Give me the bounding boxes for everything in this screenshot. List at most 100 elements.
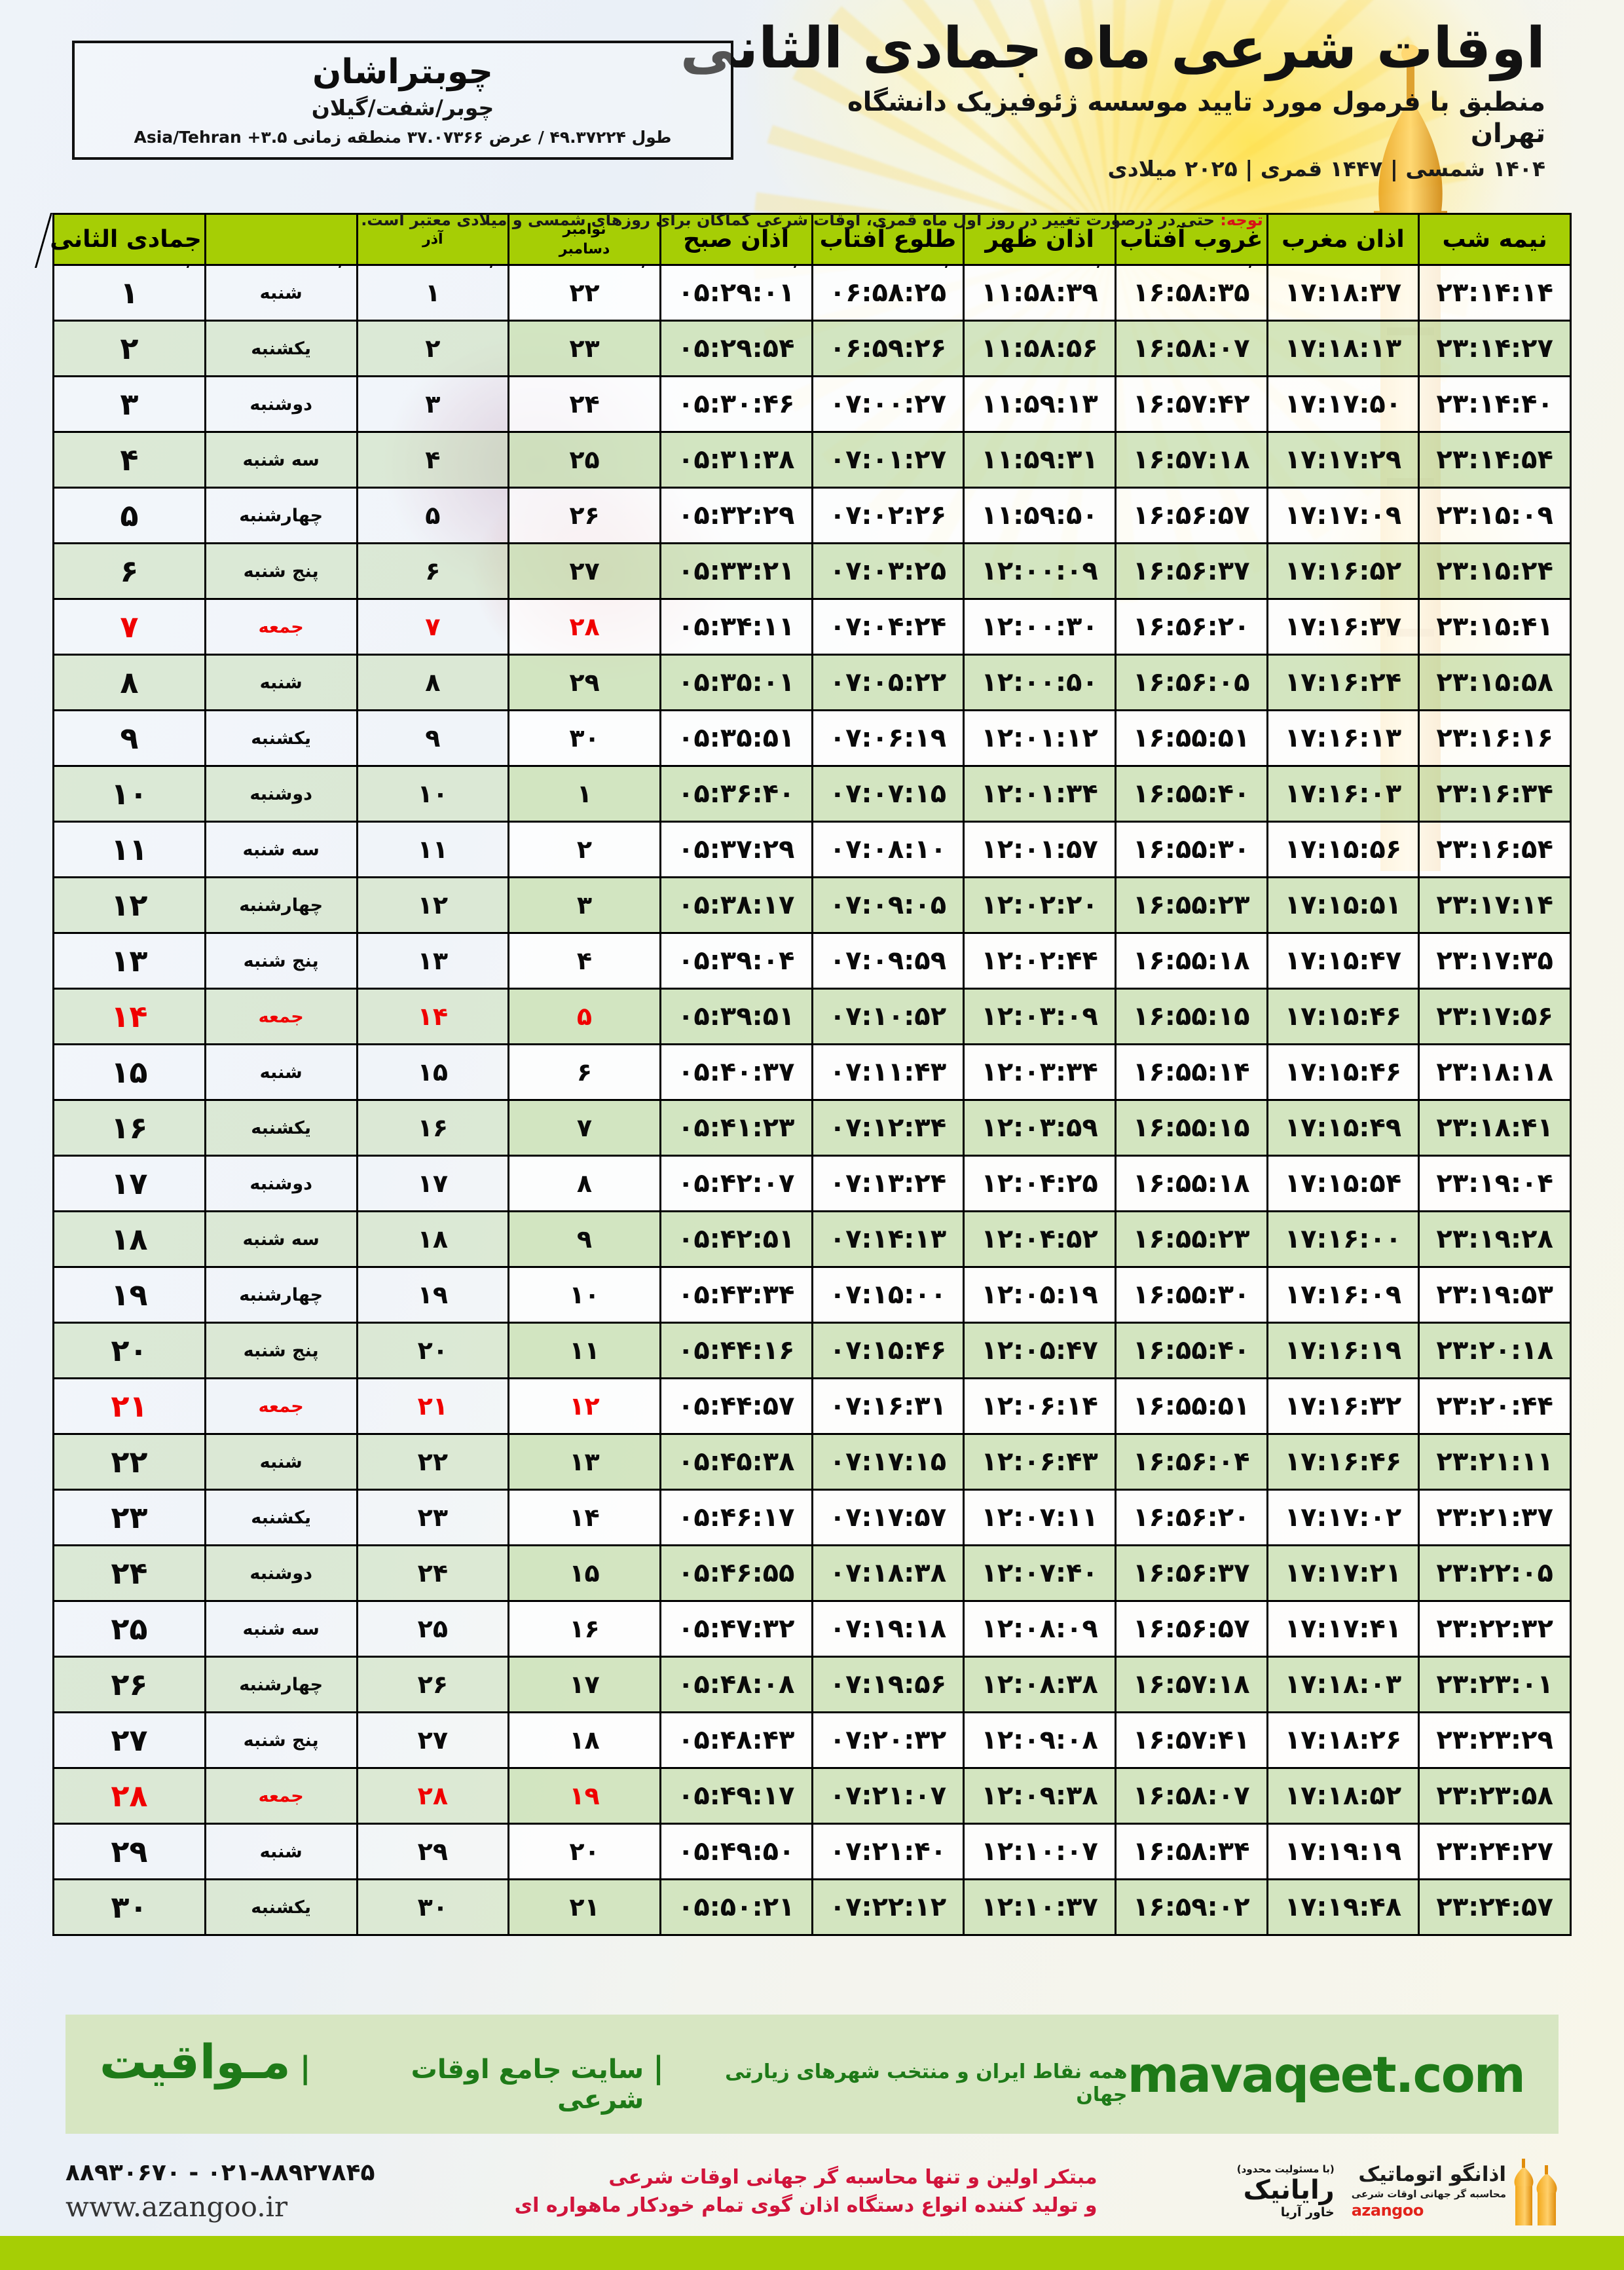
cell-azar: ۱۳ xyxy=(356,932,510,990)
cell-hijri-day: ۲۵ xyxy=(52,1600,206,1658)
cell-midnight: ۲۳:۲۱:۱۱ xyxy=(1418,1433,1572,1491)
cell-maghrib: ۱۷:۱۶:۵۲ xyxy=(1266,542,1420,600)
cell-dhuhr: ۱۱:۵۹:۵۰ xyxy=(963,487,1116,544)
cell-fajr: ۰۵:۴۸:۰۸ xyxy=(659,1656,813,1713)
cell-weekday: شنبه xyxy=(204,1433,358,1491)
cell-maghrib: ۱۷:۱۶:۲۴ xyxy=(1266,654,1420,711)
cell-hijri-day: ۳۰ xyxy=(52,1878,206,1936)
cell-dhuhr: ۱۲:۰۵:۱۹ xyxy=(963,1266,1116,1324)
cell-dhuhr: ۱۲:۰۳:۰۹ xyxy=(963,988,1116,1045)
cell-azar: ۲۳ xyxy=(356,1489,510,1546)
azangoo-text: اذانگو اتوماتیک محاسبه گر جهانی اوقات شر… xyxy=(1352,2163,1507,2219)
mavaqeet-logo[interactable]: mavaqeet.com xyxy=(1127,2045,1526,2104)
location-name: چوبتراشان xyxy=(312,52,494,92)
table-row: ۲۳:۱۸:۱۸ ۱۷:۱۵:۴۶ ۱۶:۵۵:۱۴ ۱۲:۰۳:۳۴ ۰۷:۱۱:۴۳… xyxy=(52,1043,1572,1101)
cell-midnight: ۲۳:۱۵:۲۴ xyxy=(1418,542,1572,600)
cell-maghrib: ۱۷:۱۶:۰۹ xyxy=(1266,1266,1420,1324)
cell-azar: ۱۰ xyxy=(356,765,510,823)
cell-azar: ۱۹ xyxy=(356,1266,510,1324)
cell-dhuhr: ۱۱:۵۹:۳۱ xyxy=(963,431,1116,489)
prayer-table-wrapper: نیمه شب اذان مغرب غروب آفتاب اذان ظهر طل… xyxy=(50,213,1572,1936)
cell-sunset: ۱۶:۵۵:۴۰ xyxy=(1114,1322,1268,1379)
cell-fajr: ۰۵:۴۴:۱۶ xyxy=(659,1322,813,1379)
cell-dhuhr: ۱۲:۰۲:۲۰ xyxy=(963,876,1116,934)
cell-sunrise: ۰۷:۲۱:۴۰ xyxy=(811,1823,965,1880)
cell-midnight: ۲۳:۱۹:۵۳ xyxy=(1418,1266,1572,1324)
cell-gregorian: ۱۰ xyxy=(507,1266,661,1324)
cell-sunrise: ۰۷:۰۲:۲۶ xyxy=(811,487,965,544)
page-title: اوقات شرعی ماه جمادی الثانی xyxy=(680,16,1546,81)
cell-azar: ۲۲ xyxy=(356,1433,510,1491)
location-coordinates: طول ۴۹.۳۷۲۲۴ / عرض ۳۷.۰۷۳۶۶ منطقه زمانی … xyxy=(134,127,672,147)
table-row: ۲۳:۱۵:۲۴ ۱۷:۱۶:۵۲ ۱۶:۵۶:۳۷ ۱۲:۰۰:۰۹ ۰۷:۰۳:۲۵… xyxy=(52,542,1572,600)
table-row: ۲۳:۲۳:۰۱ ۱۷:۱۸:۰۳ ۱۶:۵۷:۱۸ ۱۲:۰۸:۳۸ ۰۷:۱۹:۵۶… xyxy=(52,1656,1572,1713)
cell-weekday: جمعه xyxy=(204,598,358,656)
cell-midnight: ۲۳:۱۴:۱۴ xyxy=(1418,264,1572,322)
cell-sunrise: ۰۶:۵۹:۲۶ xyxy=(811,320,965,377)
cell-weekday: جمعه xyxy=(204,988,358,1045)
cell-fajr: ۰۵:۳۲:۲۹ xyxy=(659,487,813,544)
cell-dhuhr: ۱۲:۰۶:۱۴ xyxy=(963,1377,1116,1435)
cell-gregorian: ۲۲ xyxy=(507,264,661,322)
cell-weekday: پنج شنبه xyxy=(204,542,358,600)
cell-weekday: سه شنبه xyxy=(204,1600,358,1658)
cell-fajr: ۰۵:۳۳:۲۱ xyxy=(659,542,813,600)
cell-maghrib: ۱۷:۱۵:۵۶ xyxy=(1266,821,1420,878)
cell-hijri-day: ۲ xyxy=(52,320,206,377)
cell-dhuhr: ۱۱:۵۸:۵۶ xyxy=(963,320,1116,377)
cell-midnight: ۲۳:۱۷:۳۵ xyxy=(1418,932,1572,990)
cell-fajr: ۰۵:۴۵:۳۸ xyxy=(659,1433,813,1491)
cell-sunrise: ۰۷:۱۷:۱۵ xyxy=(811,1433,965,1491)
cell-fajr: ۰۵:۳۵:۰۱ xyxy=(659,654,813,711)
cell-weekday: شنبه xyxy=(204,1823,358,1880)
note-label: توجه: xyxy=(1220,211,1263,229)
cell-azar: ۹ xyxy=(356,709,510,767)
cell-dhuhr: ۱۲:۰۴:۲۵ xyxy=(963,1155,1116,1212)
cell-gregorian: ۱۷ xyxy=(507,1656,661,1713)
cell-dhuhr: ۱۲:۰۲:۴۴ xyxy=(963,932,1116,990)
brand-tagline-group: همه نقاط ایران و منتخب شهرهای زیارتی جها… xyxy=(100,2034,1128,2115)
azangoo-logo[interactable]: اذانگو اتوماتیک محاسبه گر جهانی اوقات شر… xyxy=(1352,2156,1559,2227)
cell-fajr: ۰۵:۴۴:۵۷ xyxy=(659,1377,813,1435)
cell-dhuhr: ۱۲:۰۷:۱۱ xyxy=(963,1489,1116,1546)
cell-gregorian: ۲۸ xyxy=(507,598,661,656)
location-box: چوبتراشان چوبر/شفت/گیلان طول ۴۹.۳۷۲۲۴ / … xyxy=(72,41,733,160)
table-row: ۲۳:۱۷:۱۴ ۱۷:۱۵:۵۱ ۱۶:۵۵:۲۳ ۱۲:۰۲:۲۰ ۰۷:۰۹:۰۵… xyxy=(52,876,1572,934)
cell-sunrise: ۰۷:۰۹:۵۹ xyxy=(811,932,965,990)
cell-midnight: ۲۳:۱۶:۳۴ xyxy=(1418,765,1572,823)
cell-midnight: ۲۳:۱۷:۱۴ xyxy=(1418,876,1572,934)
cell-maghrib: ۱۷:۱۷:۴۱ xyxy=(1266,1600,1420,1658)
rayaneek-sub: خاور آریا xyxy=(1280,2205,1335,2220)
cell-weekday: سه شنبه xyxy=(204,431,358,489)
cell-midnight: ۲۳:۲۳:۰۱ xyxy=(1418,1656,1572,1713)
table-row: ۲۳:۱۹:۰۴ ۱۷:۱۵:۵۴ ۱۶:۵۵:۱۸ ۱۲:۰۴:۲۵ ۰۷:۱۳:۲۴… xyxy=(52,1155,1572,1212)
cell-hijri-day: ۹ xyxy=(52,709,206,767)
table-row: ۲۳:۱۹:۲۸ ۱۷:۱۶:۰۰ ۱۶:۵۵:۲۳ ۱۲:۰۴:۵۲ ۰۷:۱۴:۱۳… xyxy=(52,1210,1572,1268)
table-row: ۲۳:۱۵:۴۱ ۱۷:۱۶:۳۷ ۱۶:۵۶:۲۰ ۱۲:۰۰:۳۰ ۰۷:۰۴:۲۴… xyxy=(52,598,1572,656)
cell-fajr: ۰۵:۲۹:۰۱ xyxy=(659,264,813,322)
rayaneek-logo[interactable]: (با مسئولیت محدود) رایانیک خاور آریا xyxy=(1237,2163,1335,2220)
cell-weekday: سه شنبه xyxy=(204,1210,358,1268)
cell-hijri-day: ۱۸ xyxy=(52,1210,206,1268)
cell-sunset: ۱۶:۵۵:۱۸ xyxy=(1114,932,1268,990)
table-row: ۲۳:۱۵:۰۹ ۱۷:۱۷:۰۹ ۱۶:۵۶:۵۷ ۱۱:۵۹:۵۰ ۰۷:۰۲:۲۶… xyxy=(52,487,1572,544)
cell-sunset: ۱۶:۵۸:۰۷ xyxy=(1114,320,1268,377)
table-row: ۲۳:۲۳:۲۹ ۱۷:۱۸:۲۶ ۱۶:۵۷:۴۱ ۱۲:۰۹:۰۸ ۰۷:۲۰:۳۲… xyxy=(52,1711,1572,1769)
column-header-gregorian: نوامبر دسامبر xyxy=(507,213,661,266)
cell-fajr: ۰۵:۳۴:۱۱ xyxy=(659,598,813,656)
cell-sunrise: ۰۷:۲۰:۳۲ xyxy=(811,1711,965,1769)
contact-phone[interactable]: ۰۲۱-۸۸۹۲۷۸۴۵ - ۸۸۹۳۰۶۷۰ xyxy=(65,2159,375,2187)
cell-fajr: ۰۵:۴۱:۲۳ xyxy=(659,1099,813,1157)
cell-sunset: ۱۶:۵۶:۰۴ xyxy=(1114,1433,1268,1491)
table-row: ۲۳:۲۴:۲۷ ۱۷:۱۹:۱۹ ۱۶:۵۸:۳۴ ۱۲:۱۰:۰۷ ۰۷:۲۱:۴۰… xyxy=(52,1823,1572,1880)
cell-gregorian: ۲۱ xyxy=(507,1878,661,1936)
table-row: ۲۳:۱۶:۳۴ ۱۷:۱۶:۰۳ ۱۶:۵۵:۴۰ ۱۲:۰۱:۳۴ ۰۷:۰۷:۱۵… xyxy=(52,765,1572,823)
cell-sunrise: ۰۷:۱۹:۵۶ xyxy=(811,1656,965,1713)
cell-weekday: پنج شنبه xyxy=(204,932,358,990)
table-body: ۲۳:۱۴:۱۴ ۱۷:۱۸:۳۷ ۱۶:۵۸:۳۵ ۱۱:۵۸:۳۹ ۰۶:۵۸:۲۵… xyxy=(52,264,1572,1936)
contact-website[interactable]: www.azangoo.ir xyxy=(65,2191,288,2223)
table-row: ۲۳:۱۴:۵۴ ۱۷:۱۷:۲۹ ۱۶:۵۷:۱۸ ۱۱:۵۹:۳۱ ۰۷:۰۱:۲۷… xyxy=(52,431,1572,489)
table-row: ۲۳:۱۷:۵۶ ۱۷:۱۵:۴۶ ۱۶:۵۵:۱۵ ۱۲:۰۳:۰۹ ۰۷:۱۰:۵۲… xyxy=(52,988,1572,1045)
cell-hijri-day: ۷ xyxy=(52,598,206,656)
cell-sunset: ۱۶:۵۶:۵۷ xyxy=(1114,1600,1268,1658)
